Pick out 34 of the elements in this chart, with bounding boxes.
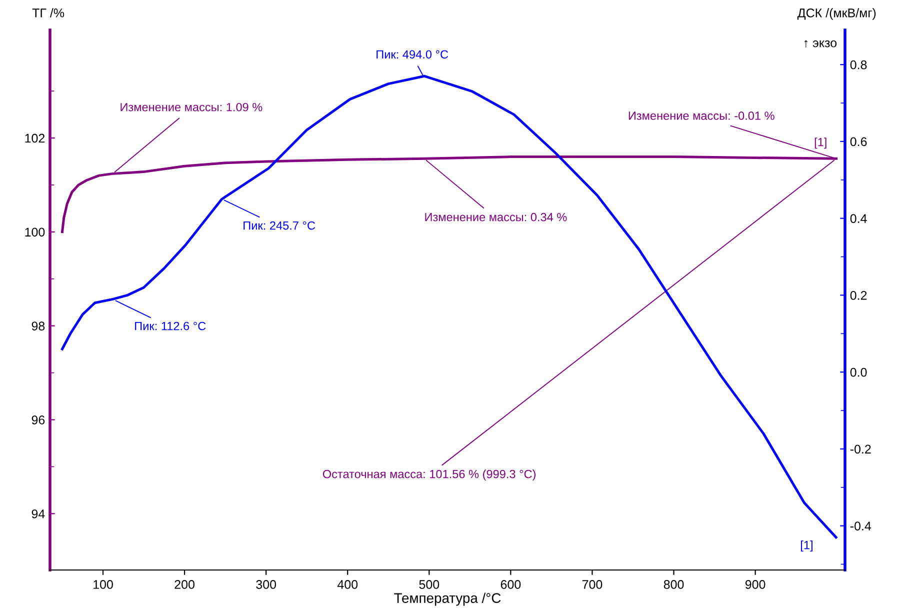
annotation: Пик: 494.0 °C [376,50,448,59]
y-tick-label: 98 [32,322,45,330]
x-tick-label: 700 [582,580,602,589]
x-tick-label: 900 [745,580,766,589]
annotation: Изменение массы: 1.09 % [120,102,262,112]
y2-tick-label: 0.6 [850,137,867,146]
annotation: Остаточная масса: 101.56 % (999.3 °C) [322,470,536,481]
x-tick-label: 600 [500,580,521,589]
y-tick-label: 102 [25,134,45,143]
y-tick-label: 100 [25,228,45,237]
annotation: Изменение массы: -0.01 % [628,112,774,120]
annotation: Пик: 112.6 °C [135,322,206,330]
y-tick-label: 96 [32,416,45,424]
y2-tick-label: -0.4 [850,522,872,530]
annotation: Изменение массы: 0.34 % [425,212,567,222]
annotation: [1] [814,138,826,149]
y2-tick-label: -0.2 [850,444,871,454]
x-tick-label: 100 [94,580,113,589]
x-tick-label: 200 [174,580,194,589]
x-tick-label: 500 [419,580,440,589]
annotation: [1] [801,540,812,552]
x-axis-title: Температура /°C [394,592,501,606]
x-tick-label: 400 [337,580,358,589]
x-tick-label: 800 [664,580,684,589]
y2-tick-label: 0.0 [850,368,867,377]
annotation: Пик: 245.7 °C [244,221,316,230]
y2-tick-label: 0.8 [850,60,867,70]
y-tick-label: 94 [32,509,45,518]
annotation: ↑ экзо [804,40,837,48]
x-tick-label: 300 [256,580,276,589]
y2-axis-title: ДСК /(мкВ/мг) [797,8,876,20]
y-axis-title: ТГ /% [32,8,64,18]
y2-tick-label: 0.2 [850,290,867,300]
y2-tick-label: 0.4 [850,214,867,223]
